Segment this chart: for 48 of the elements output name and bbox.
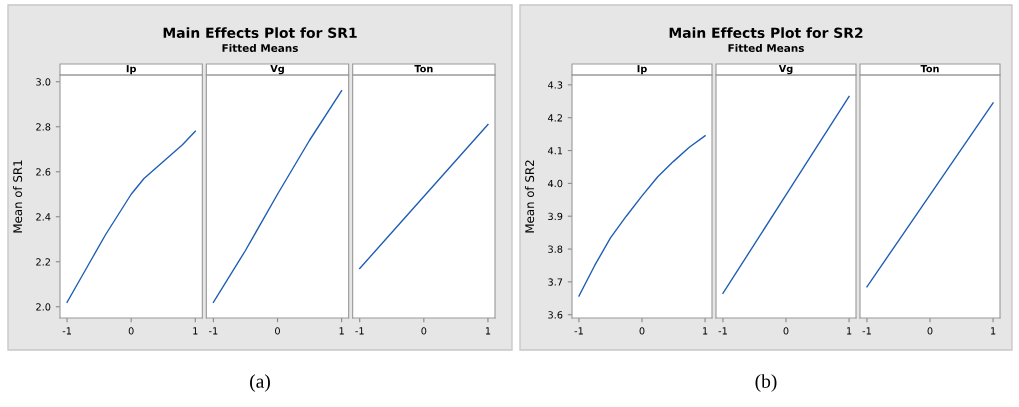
y-tick-label: 4.3 — [547, 81, 563, 89]
line-series — [578, 135, 706, 297]
x-axis-title: Ip — [637, 65, 647, 75]
y-axis-title: Mean of SR2 — [524, 160, 535, 233]
line-series — [66, 130, 196, 303]
y-tick-label: 3.8 — [548, 245, 563, 253]
y-tick-label: 3.7 — [548, 278, 563, 286]
text: (a) — [250, 374, 270, 392]
chart-subtitle: Fitted Means — [222, 43, 298, 53]
x-tick-label: -1 — [209, 327, 218, 335]
x-axis-title: Ton — [414, 65, 433, 73]
y-tick-label: 3.6 — [548, 311, 563, 319]
x-tick-label: 1 — [339, 327, 344, 335]
x-tick-label: -1 — [62, 327, 71, 335]
x-tick-label: 0 — [783, 327, 789, 335]
x-axis-title: Ip — [126, 65, 137, 75]
y-tick-label: 2.2 — [36, 258, 50, 266]
x-tick-label: 1 — [485, 327, 491, 335]
y-axis-title: Mean of SR1 — [12, 160, 23, 233]
x-tick-label: 0 — [128, 327, 134, 335]
x-tick-label: 1 — [193, 327, 198, 335]
y-tick-label: 4.2 — [547, 114, 562, 122]
y-tick-label: 2.8 — [36, 123, 51, 131]
x-tick-label: -1 — [718, 327, 727, 335]
x-axis-title: Vg — [778, 65, 793, 75]
text: (b) — [755, 374, 777, 392]
chart-title: Main Effects Plot for SR2 — [669, 27, 863, 39]
x-tick-label: -1 — [574, 327, 583, 335]
y-tick-label: 3.9 — [548, 212, 563, 221]
y-tick-label: 2.4 — [36, 213, 51, 221]
y-tick-label: 4.1 — [547, 147, 563, 155]
x-axis-title: Ton — [920, 65, 939, 73]
x-tick-label: 1 — [703, 327, 708, 335]
x-tick-label: 0 — [639, 327, 645, 335]
x-tick-label: 1 — [847, 327, 852, 335]
y-tick-label: 4.0 — [547, 179, 563, 188]
y-tick-label: 2.0 — [36, 303, 51, 311]
y-tick-label: 3.0 — [36, 78, 51, 86]
x-axis-title: Vg — [270, 65, 284, 75]
chart-title: Main Effects Plot for SR1 — [163, 27, 357, 39]
y-tick-label: 2.6 — [36, 168, 51, 176]
x-tick-label: 0 — [421, 327, 427, 335]
x-tick-label: 0 — [275, 327, 280, 335]
x-tick-label: -1 — [355, 327, 364, 335]
x-tick-label: -1 — [862, 327, 871, 335]
x-tick-label: 1 — [991, 327, 996, 335]
x-tick-label: 0 — [927, 327, 933, 335]
chart-subtitle: Fitted Means — [728, 43, 804, 53]
